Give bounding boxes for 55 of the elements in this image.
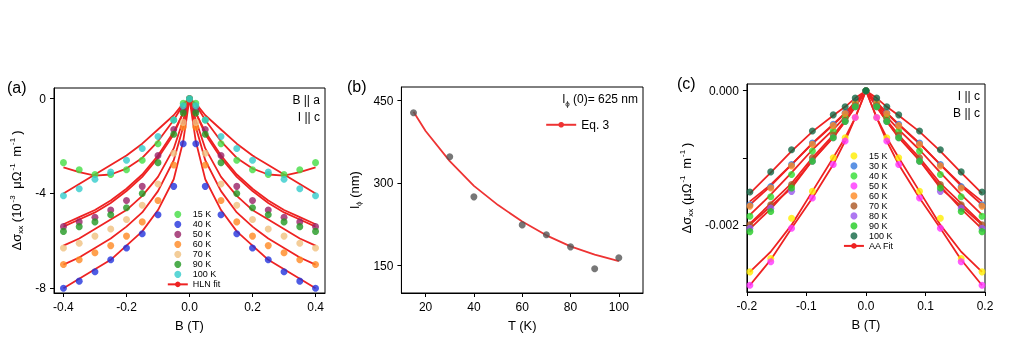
annotation: I || c xyxy=(957,89,981,103)
legend-label: 50 K xyxy=(868,180,888,191)
legend-label: 50 K xyxy=(192,229,212,240)
y-tick-label: 0.000 xyxy=(708,83,740,98)
x-tick-label: 0.2 xyxy=(976,299,994,313)
x-tick-label: 20 xyxy=(418,300,433,314)
x-tick-label: 40 xyxy=(467,300,481,314)
y-tick-label: 300 xyxy=(373,176,394,191)
chart-title: (a) xyxy=(7,78,27,96)
x-tick-label: 0.1 xyxy=(917,299,935,313)
y-tick-label: 450 xyxy=(373,93,394,108)
annotation: I || c xyxy=(297,110,321,124)
legend-label: 80 K xyxy=(868,210,888,221)
legend-label: 100 K xyxy=(868,230,893,241)
y-axis-title: Δσxx (μΩ-1 m-1) xyxy=(677,142,695,234)
x-axis-title: B (T) xyxy=(175,318,204,333)
legend-label: 100 K xyxy=(192,269,217,280)
annotation: B || a xyxy=(292,93,321,107)
legend-label: Eq. 3 xyxy=(581,117,610,132)
legend-label: 90 K xyxy=(868,220,888,231)
x-tick-label: -0.4 xyxy=(53,300,75,314)
x-axis-title: B (T) xyxy=(851,317,881,332)
x-tick-label: 0.4 xyxy=(307,300,325,314)
x-tick-label: -0.2 xyxy=(736,299,758,313)
y-tick-label: -4 xyxy=(35,186,47,201)
y-tick-label: 150 xyxy=(373,258,394,273)
x-tick-label: 60 xyxy=(515,300,530,314)
x-tick-label: 0.0 xyxy=(181,300,199,314)
legend-label: AA Fit xyxy=(868,240,894,251)
legend-label: 60 K xyxy=(192,239,212,250)
text: Δσxx (10-3 μΩ-1 m-1) xyxy=(7,130,25,251)
annotation: B || c xyxy=(953,106,980,120)
legend-label: 40 K xyxy=(192,219,212,230)
x-tick-label: 100 xyxy=(608,300,630,314)
legend-label: 90 K xyxy=(192,259,212,270)
y-tick-label: -8 xyxy=(35,281,47,296)
y-tick-label: 0 xyxy=(39,91,47,106)
legend-label: 60 K xyxy=(868,190,888,201)
x-tick-label: -0.1 xyxy=(796,299,818,313)
x-axis-title: T (K) xyxy=(507,318,537,333)
y-tick-label: -0.002 xyxy=(704,217,740,232)
legend-label: 40 K xyxy=(868,170,888,181)
x-tick-label: 0.0 xyxy=(857,299,875,313)
legend-label: 15 K xyxy=(192,209,212,220)
legend-label: 70 K xyxy=(868,200,888,211)
legend-label: 30 K xyxy=(868,160,888,171)
chart-title: (c) xyxy=(677,74,696,92)
chart-title: (b) xyxy=(347,77,367,95)
x-tick-label: 80 xyxy=(563,300,578,314)
y-axis-title: lϕ (nm) xyxy=(347,171,363,209)
x-tick-label: -0.2 xyxy=(116,300,138,314)
x-tick-label: 0.2 xyxy=(244,300,262,314)
legend-label: 15 K xyxy=(868,150,888,161)
legend-label: HLN fit xyxy=(192,279,221,290)
legend-label: 70 K xyxy=(192,249,212,260)
